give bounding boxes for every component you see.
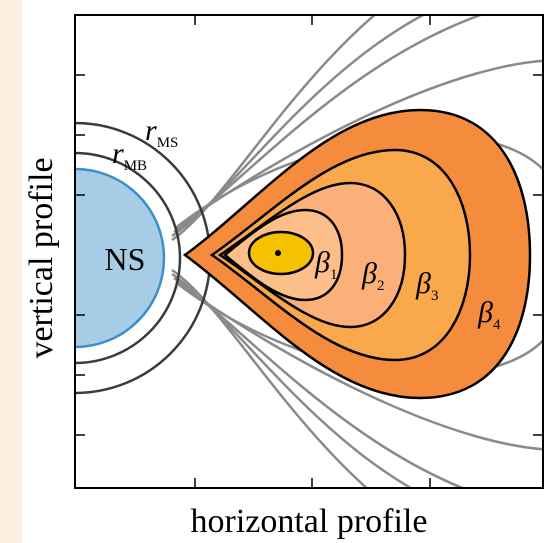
diagram: vertical profile horizontal profile NS r…: [0, 0, 549, 543]
plot-area: [0, 0, 549, 530]
subscript: 4: [493, 317, 501, 333]
symbol: r: [112, 137, 124, 170]
y-axis-label: vertical profile: [23, 157, 60, 358]
subscript: MB: [124, 158, 147, 174]
subscript: MS: [157, 135, 179, 151]
ms-label: rMS: [145, 114, 178, 151]
symbol: β: [361, 257, 377, 290]
center-dot: [275, 250, 281, 256]
mb-label: rMB: [112, 137, 147, 174]
symbol: β: [415, 267, 431, 300]
subscript: 1: [330, 267, 338, 283]
symbol: β: [477, 296, 493, 329]
symbol: β: [314, 246, 330, 279]
star-label: NS: [105, 241, 146, 277]
x-axis-label: horizontal profile: [191, 503, 428, 540]
symbol: r: [145, 114, 157, 147]
subscript: 2: [377, 278, 385, 294]
subscript: 3: [431, 288, 439, 304]
side-strip: [0, 0, 22, 543]
